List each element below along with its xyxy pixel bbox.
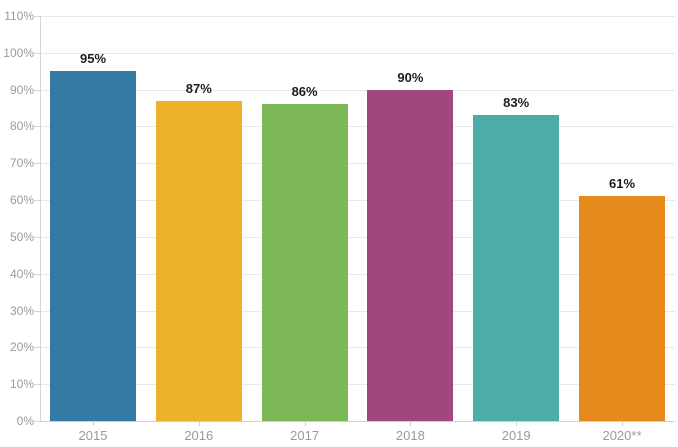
bar-value-label: 95% — [79, 51, 107, 67]
y-axis-tick — [34, 52, 40, 54]
y-axis-label: 80% — [9, 119, 34, 134]
bar-2015 — [50, 71, 136, 421]
bar-value-label: 87% — [185, 80, 212, 96]
bar-value-label: 61% — [608, 176, 636, 192]
y-axis-label: 0% — [16, 414, 34, 428]
y-axis-line — [40, 16, 41, 421]
gridline-90 — [40, 89, 675, 91]
y-axis-label: 60% — [9, 193, 34, 208]
y-axis-tick — [34, 126, 40, 128]
y-axis-tick — [34, 89, 40, 91]
gridline-50 — [40, 236, 675, 238]
bar-2019 — [473, 115, 560, 421]
y-axis-tick — [34, 200, 40, 202]
x-axis-label-2016: 2016 — [184, 428, 214, 443]
x-axis-label-2017: 2017 — [290, 428, 320, 443]
x-axis-tick — [410, 422, 412, 426]
gridline-20 — [40, 347, 675, 349]
gridline-10 — [40, 384, 675, 386]
y-axis-label: 70% — [9, 156, 34, 171]
x-axis-tick — [304, 422, 306, 426]
y-axis-tick — [34, 163, 40, 165]
y-axis-label: 20% — [9, 340, 34, 355]
bar-2018 — [367, 89, 454, 421]
y-axis-tick — [34, 421, 40, 422]
gridline-60 — [40, 200, 675, 202]
y-axis-label: 90% — [9, 82, 34, 97]
bar-value-label: 86% — [291, 84, 318, 100]
y-axis-label: 110% — [4, 9, 34, 23]
bar-value-label: 83% — [503, 95, 530, 111]
y-axis-label: 30% — [9, 303, 34, 318]
y-axis-tick — [34, 236, 40, 238]
x-axis-line — [40, 421, 675, 422]
gridline-110 — [40, 16, 675, 17]
y-axis-label: 50% — [9, 229, 34, 244]
y-axis-tick — [34, 347, 40, 349]
x-axis-tick — [622, 422, 623, 426]
y-axis-label: 40% — [9, 266, 34, 281]
bar-2016 — [155, 100, 242, 421]
x-axis-label-2018: 2018 — [395, 428, 425, 443]
gridline-30 — [40, 310, 675, 312]
y-axis-label: 10% — [9, 377, 34, 392]
gridline-40 — [40, 273, 675, 275]
bar-value-label: 90% — [397, 69, 424, 85]
y-axis-tick — [34, 273, 40, 275]
bar-2017 — [261, 104, 348, 421]
x-axis-tick — [198, 422, 200, 426]
bar-2020** — [579, 196, 665, 421]
gridline-80 — [40, 126, 675, 128]
x-axis-label-2015: 2015 — [78, 428, 108, 443]
y-axis-tick — [34, 310, 40, 312]
x-axis-tick — [516, 422, 518, 426]
gridline-100 — [40, 52, 675, 54]
y-axis-tick — [34, 16, 40, 17]
x-axis-label-2019: 2019 — [501, 428, 531, 443]
y-axis-tick — [34, 384, 40, 386]
x-axis-tick — [93, 422, 94, 426]
y-axis-label: 100% — [3, 45, 34, 60]
x-axis-label-2020**: 2020** — [602, 428, 642, 443]
gridline-70 — [40, 163, 675, 165]
